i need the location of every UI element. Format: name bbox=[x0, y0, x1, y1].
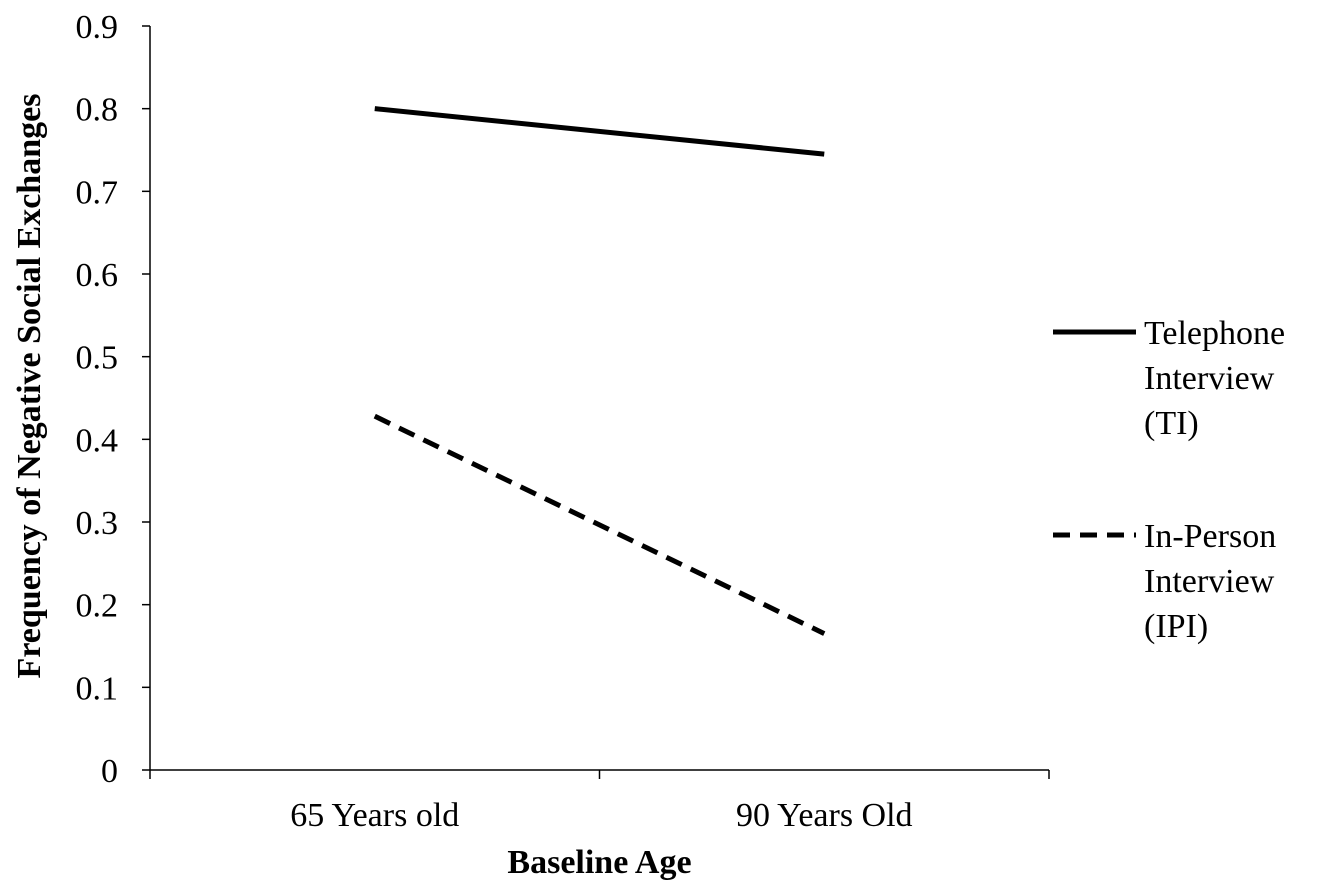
x-ticks: 65 Years old 90 Years Old bbox=[149, 770, 1050, 834]
legend-label: (TI) bbox=[1144, 405, 1199, 442]
series-line-2 bbox=[373, 413, 826, 636]
y-tick-label: 0.2 bbox=[76, 588, 119, 625]
y-axis-title: Frequency of Negative Social Exchanges bbox=[11, 94, 48, 679]
y-tick-label: 0.5 bbox=[76, 340, 119, 377]
series-lines bbox=[373, 106, 826, 636]
x-axis-title: Baseline Age bbox=[507, 844, 691, 881]
legend-label: Telephone bbox=[1144, 315, 1285, 352]
legend-label: (IPI) bbox=[1144, 608, 1208, 645]
series-line-1 bbox=[374, 106, 825, 157]
y-tick-label: 0.6 bbox=[76, 257, 119, 294]
axes bbox=[149, 26, 1049, 771]
y-tick-label: 0.7 bbox=[76, 174, 119, 211]
y-tick-label: 0.8 bbox=[76, 92, 119, 129]
y-tick-label: 0.3 bbox=[76, 505, 119, 542]
legend: Telephone Interview (TI) In-Person Interview… bbox=[1053, 315, 1285, 645]
y-tick-label: 0.9 bbox=[76, 9, 119, 46]
y-tick-label: 0.4 bbox=[76, 422, 119, 459]
y-ticks: 0 0.1 0.2 0.3 0.4 0.5 0.6 0.7 0.8 0.9 bbox=[76, 9, 150, 790]
legend-label: Interview bbox=[1144, 360, 1275, 397]
legend-label: Interview bbox=[1144, 563, 1275, 600]
x-tick-label: 65 Years old bbox=[290, 797, 459, 834]
y-tick-label: 0.1 bbox=[76, 670, 119, 707]
y-tick-label: 0 bbox=[101, 753, 118, 790]
legend-label: In-Person bbox=[1144, 518, 1276, 555]
x-tick-label: 90 Years Old bbox=[736, 797, 913, 834]
